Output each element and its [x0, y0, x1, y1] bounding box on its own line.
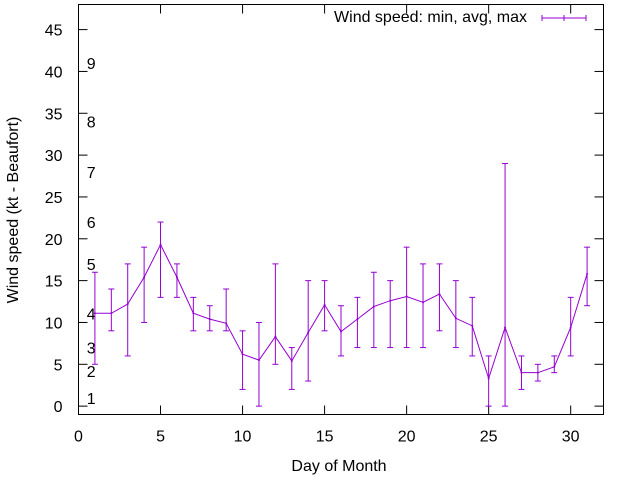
- avg-point: [422, 301, 425, 304]
- x-axis-label: Day of Month: [291, 458, 386, 475]
- avg-point: [175, 276, 178, 279]
- axis-ticks: [78, 4, 604, 415]
- avg-point: [520, 371, 523, 374]
- avg-point: [257, 359, 260, 362]
- y-tick-label: 15: [45, 274, 63, 291]
- avg-point: [454, 317, 457, 320]
- x-tick-label: 0: [74, 429, 83, 446]
- avg-point: [356, 318, 359, 321]
- avg-point: [389, 299, 392, 302]
- series-layer: [91, 162, 591, 407]
- beaufort-label: 9: [87, 56, 96, 73]
- avg-point: [553, 365, 556, 368]
- avg-point: [471, 324, 474, 327]
- x-tick-label: 20: [398, 429, 416, 446]
- y-tick-label: 35: [45, 106, 63, 123]
- x-tick-label: 25: [480, 429, 498, 446]
- y-tick-label: 45: [45, 23, 63, 40]
- x-tick-label: 30: [562, 429, 580, 446]
- avg-point: [290, 359, 293, 362]
- series-wind-speed: [91, 162, 591, 407]
- beaufort-label: 4: [87, 306, 96, 323]
- beaufort-label: 8: [87, 115, 96, 132]
- avg-point: [225, 322, 228, 325]
- avg-point: [110, 312, 113, 315]
- y-tick-label: 30: [45, 148, 63, 165]
- y-tick-label: 20: [45, 232, 63, 249]
- beaufort-annotations: 1 2 3 4 5 6 7 8 9: [87, 56, 96, 408]
- avg-point: [340, 330, 342, 333]
- avg-point: [159, 243, 162, 246]
- avg-point: [323, 303, 326, 306]
- avg-point: [126, 303, 129, 306]
- beaufort-label: 6: [87, 215, 96, 232]
- y-tick-label: 25: [45, 190, 63, 207]
- x-tick-labels: 0 5 10 15 20 25 30: [74, 429, 580, 446]
- avg-point: [405, 295, 408, 298]
- beaufort-label: 7: [87, 165, 96, 182]
- beaufort-label: 2: [87, 364, 96, 381]
- legend-label: Wind speed: min, avg, max: [334, 9, 527, 26]
- avg-point: [438, 293, 441, 296]
- avg-point: [536, 371, 539, 374]
- y-tick-label: 10: [45, 315, 63, 332]
- y-tick-labels: 0 5 10 15 20 25 30 35 40 45: [45, 23, 63, 417]
- legend-sample: [541, 15, 587, 21]
- beaufort-label: 1: [87, 391, 96, 408]
- beaufort-label: 3: [87, 341, 96, 358]
- y-tick-label: 40: [45, 64, 63, 81]
- avg-point: [569, 326, 572, 329]
- y-tick-label: 0: [54, 399, 63, 416]
- avg-point: [241, 353, 244, 356]
- x-tick-label: 15: [316, 429, 334, 446]
- beaufort-label: 5: [87, 257, 96, 274]
- legend: Wind speed: min, avg, max: [334, 9, 587, 26]
- x-tick-label: 5: [156, 429, 165, 446]
- avg-point: [504, 326, 507, 329]
- x-tick-label: 10: [234, 429, 252, 446]
- avg-point: [586, 272, 589, 275]
- y-axis-label: Wind speed (kt - Beaufort): [5, 117, 22, 304]
- y-tick-label: 5: [54, 357, 63, 374]
- avg-point: [372, 305, 375, 308]
- avg-point: [93, 312, 96, 315]
- avg-point: [192, 312, 195, 315]
- avg-point: [143, 276, 146, 279]
- avg-point: [208, 318, 211, 321]
- avg-point: [307, 331, 310, 334]
- avg-point: [487, 377, 490, 380]
- avg-point: [274, 335, 277, 338]
- plot-frame: [78, 4, 604, 415]
